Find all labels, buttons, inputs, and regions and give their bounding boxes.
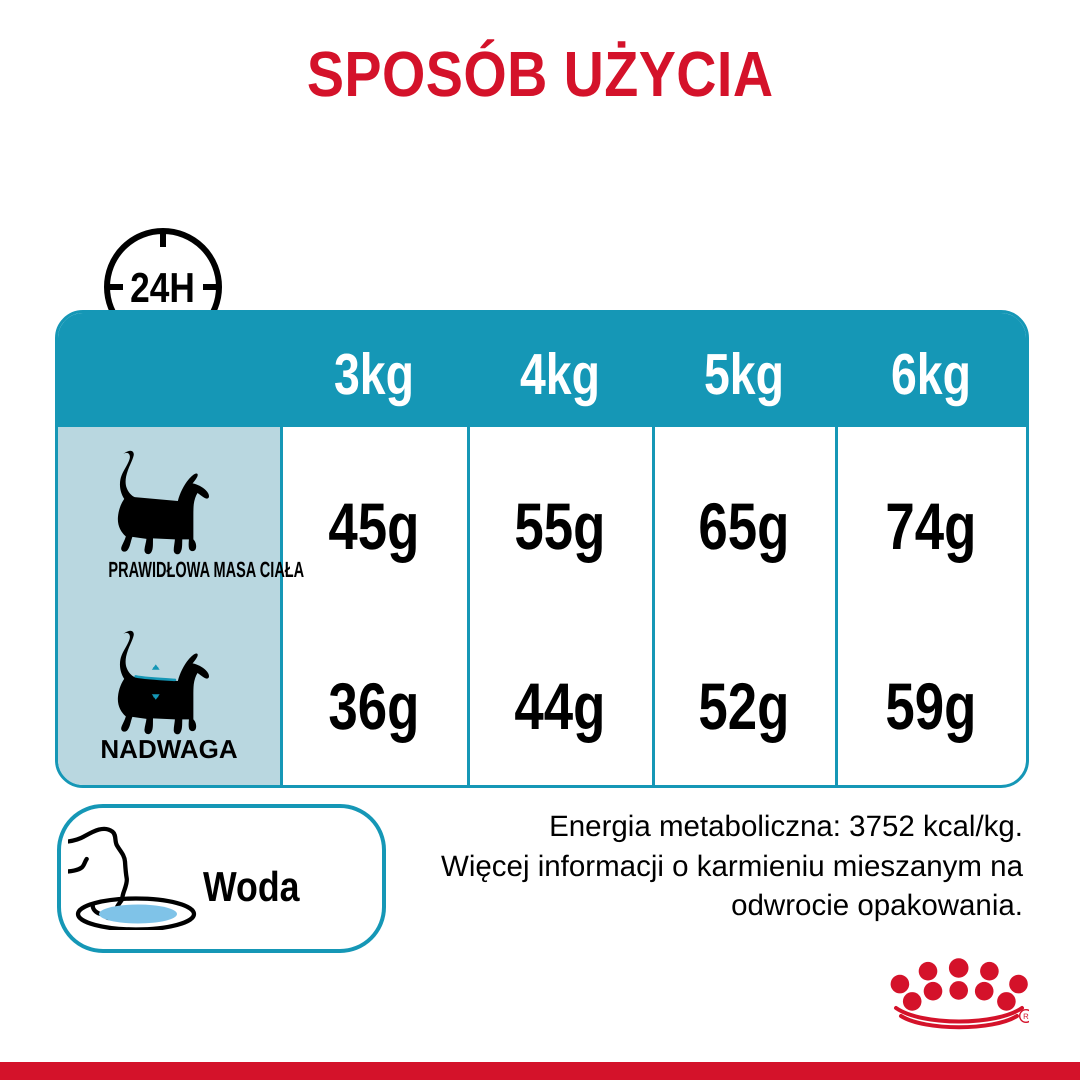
svg-text:R: R — [1023, 1012, 1029, 1021]
